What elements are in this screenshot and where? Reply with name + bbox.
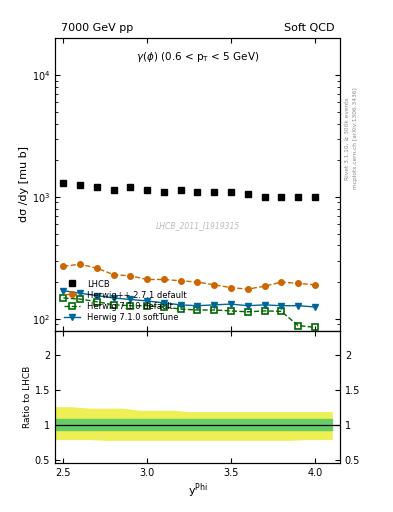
Herwig 7.1.0 softTune (245, 303, 250, 309)
Line: Herwig 7.1.0 default: Herwig 7.1.0 default (61, 295, 318, 330)
Herwig++ 2.7.1 default (61, 263, 66, 269)
Herwig 7.1.0 default (178, 306, 183, 312)
Herwig++ 2.7.1 default (145, 276, 150, 283)
Herwig 7.1.0 default (111, 302, 116, 308)
Herwig 7.1.0 softTune (145, 298, 150, 304)
LHCB (145, 186, 150, 193)
Herwig 7.1.0 default (312, 324, 317, 330)
LHCB (245, 191, 250, 198)
LHCB (229, 189, 233, 195)
Y-axis label: dσ /dy [mu b]: dσ /dy [mu b] (19, 146, 29, 223)
LHCB (195, 189, 200, 195)
Herwig 7.1.0 softTune (229, 301, 233, 307)
Herwig 7.1.0 default (61, 295, 66, 301)
Text: Soft QCD: Soft QCD (284, 23, 334, 33)
Legend: LHCB, Herwig++ 2.7.1 default, Herwig 7.1.0 default, Herwig 7.1.0 softTune: LHCB, Herwig++ 2.7.1 default, Herwig 7.1… (62, 278, 188, 324)
LHCB (312, 194, 317, 200)
Herwig 7.1.0 default (95, 298, 99, 305)
Herwig++ 2.7.1 default (212, 282, 217, 288)
Herwig 7.1.0 default (279, 308, 284, 314)
Herwig 7.1.0 default (145, 303, 150, 309)
Herwig++ 2.7.1 default (229, 285, 233, 291)
Herwig 7.1.0 default (128, 303, 133, 309)
Herwig 7.1.0 softTune (61, 288, 66, 294)
Herwig 7.1.0 softTune (162, 300, 166, 306)
Line: Herwig++ 2.7.1 default: Herwig++ 2.7.1 default (61, 262, 318, 292)
Herwig++ 2.7.1 default (279, 279, 284, 285)
LHCB (78, 182, 83, 188)
Herwig 7.1.0 default (229, 308, 233, 314)
Herwig++ 2.7.1 default (312, 282, 317, 288)
Text: $\gamma(\phi)$ (0.6 < p$_{\rm T}$ < 5 GeV): $\gamma(\phi)$ (0.6 < p$_{\rm T}$ < 5 Ge… (136, 50, 259, 64)
Herwig 7.1.0 softTune (312, 304, 317, 310)
LHCB (111, 186, 116, 193)
LHCB (296, 194, 300, 200)
Herwig 7.1.0 default (212, 307, 217, 313)
Herwig 7.1.0 softTune (78, 290, 83, 296)
Herwig 7.1.0 default (78, 296, 83, 302)
LHCB (61, 180, 66, 186)
Line: Herwig 7.1.0 softTune: Herwig 7.1.0 softTune (61, 288, 318, 310)
Herwig 7.1.0 softTune (111, 295, 116, 301)
Herwig++ 2.7.1 default (95, 265, 99, 271)
Text: 7000 GeV pp: 7000 GeV pp (61, 23, 133, 33)
Herwig++ 2.7.1 default (245, 286, 250, 292)
Herwig++ 2.7.1 default (162, 276, 166, 283)
Herwig++ 2.7.1 default (296, 281, 300, 287)
Y-axis label: Ratio to LHCB: Ratio to LHCB (23, 366, 32, 428)
Herwig++ 2.7.1 default (262, 283, 267, 289)
Text: LHCB_2011_I1919315: LHCB_2011_I1919315 (155, 221, 240, 230)
Herwig 7.1.0 softTune (178, 302, 183, 308)
LHCB (212, 189, 217, 195)
Herwig 7.1.0 default (162, 304, 166, 310)
Herwig++ 2.7.1 default (128, 273, 133, 279)
Text: mcplots.cern.ch [arXiv:1306.3436]: mcplots.cern.ch [arXiv:1306.3436] (353, 88, 358, 189)
Herwig 7.1.0 softTune (279, 303, 284, 309)
Herwig 7.1.0 softTune (195, 303, 200, 309)
Herwig 7.1.0 softTune (95, 292, 99, 298)
Herwig 7.1.0 default (245, 309, 250, 315)
LHCB (95, 184, 99, 190)
LHCB (128, 184, 133, 190)
X-axis label: y$^{\rm Phi}$: y$^{\rm Phi}$ (187, 481, 208, 500)
Herwig++ 2.7.1 default (111, 271, 116, 278)
Herwig 7.1.0 softTune (262, 302, 267, 308)
Herwig 7.1.0 default (262, 308, 267, 314)
Herwig 7.1.0 default (195, 307, 200, 313)
Herwig++ 2.7.1 default (78, 261, 83, 267)
LHCB (162, 189, 166, 195)
LHCB (262, 194, 267, 200)
Herwig 7.1.0 softTune (296, 303, 300, 309)
LHCB (178, 186, 183, 193)
Herwig++ 2.7.1 default (178, 278, 183, 284)
Text: Rivet 3.1.10, ≥ 300k events: Rivet 3.1.10, ≥ 300k events (345, 97, 350, 180)
Herwig 7.1.0 softTune (128, 296, 133, 303)
Herwig++ 2.7.1 default (195, 279, 200, 285)
Herwig 7.1.0 softTune (212, 302, 217, 308)
Line: LHCB: LHCB (60, 180, 318, 200)
LHCB (279, 194, 284, 200)
Herwig 7.1.0 default (296, 323, 300, 329)
